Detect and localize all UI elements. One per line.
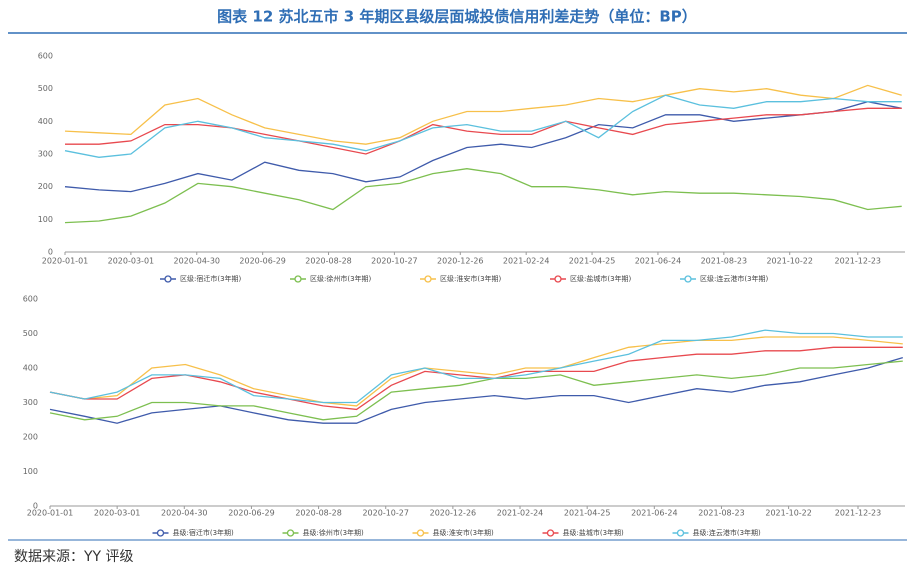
x-tick-label: 2020-01-01 [27, 509, 74, 518]
y-tick-label: 100 [23, 467, 38, 476]
y-tick-label: 500 [23, 329, 38, 338]
x-tick-label: 2020-06-29 [228, 509, 275, 518]
x-tick-label: 2020-01-01 [42, 257, 89, 266]
legend-marker [424, 275, 432, 283]
series-line [49, 329, 903, 404]
x-tick-label: 2020-08-28 [305, 257, 352, 266]
figure-title: 图表 12 苏北五市 3 年期区县级层面城投债信用利差走势（单位：BP） [217, 8, 697, 26]
x-tick-label: 2021-12-23 [835, 509, 882, 518]
y-tick-label: 400 [23, 364, 38, 373]
series-line [64, 84, 902, 145]
x-tick-label: 2020-03-01 [108, 257, 155, 266]
y-tick-label: 300 [38, 150, 53, 159]
series-line [64, 94, 902, 158]
legend-label: 县级:连云港市(3年期) [693, 528, 762, 537]
x-tick-label: 2021-06-24 [631, 509, 678, 518]
series-line [65, 107, 902, 155]
legend-marker [554, 275, 562, 283]
legend-label: 区级:徐州市(3年期) [310, 274, 372, 283]
y-tick-label: 100 [38, 215, 53, 224]
legend-label: 区级:连云港市(3年期) [700, 274, 769, 283]
legend-marker [294, 275, 302, 283]
x-tick-label: 2021-02-24 [503, 257, 550, 266]
y-tick-label: 600 [38, 52, 53, 61]
series-line [64, 101, 902, 193]
legend-marker [164, 275, 172, 283]
legend-label: 区级:盐城市(3年期) [570, 274, 632, 283]
legend-marker [676, 529, 685, 537]
legend-marker [156, 529, 165, 537]
legend-marker [286, 529, 295, 537]
series-line [49, 336, 903, 407]
legend-marker [546, 529, 555, 537]
y-tick-label: 200 [23, 433, 38, 442]
x-tick-label: 2020-08-28 [295, 509, 342, 518]
x-tick-label: 2021-12-23 [835, 257, 882, 266]
x-tick-label: 2021-08-23 [698, 509, 745, 518]
series-line [64, 168, 902, 224]
legend-label: 县级:徐州市(3年期) [303, 528, 365, 537]
x-tick-label: 2021-10-22 [766, 257, 813, 266]
y-tick-label: 0 [33, 502, 38, 511]
x-tick-label: 2020-12-26 [437, 257, 484, 266]
x-tick-label: 2020-04-30 [161, 509, 208, 518]
legend-label: 县级:宿迁市(3年期) [173, 528, 235, 537]
y-tick-label: 600 [23, 295, 38, 304]
y-tick-label: 300 [23, 398, 38, 407]
x-tick-label: 2021-04-25 [564, 509, 611, 518]
x-tick-label: 2021-08-23 [701, 257, 748, 266]
x-tick-label: 2021-04-25 [569, 257, 616, 266]
legend-marker [684, 275, 692, 283]
x-tick-label: 2020-04-30 [174, 257, 221, 266]
x-tick-label: 2020-06-29 [239, 257, 286, 266]
x-tick-label: 2020-03-01 [94, 509, 141, 518]
x-tick-label: 2021-10-22 [765, 509, 812, 518]
x-tick-label: 2021-06-24 [635, 257, 682, 266]
x-tick-label: 2020-10-27 [362, 509, 409, 518]
legend-marker [416, 529, 425, 537]
series-line [49, 360, 903, 421]
source: 数据来源：YY 评级 [14, 549, 134, 565]
legend-label: 县级:盐城市(3年期) [563, 528, 625, 537]
legend-label: 县级:淮安市(3年期) [433, 528, 495, 537]
y-tick-label: 500 [38, 84, 53, 93]
x-tick-label: 2020-12-26 [430, 509, 477, 518]
x-tick-label: 2021-02-24 [497, 509, 544, 518]
legend-label: 区级:宿迁市(3年期) [180, 274, 242, 283]
x-tick-label: 2020-10-27 [371, 257, 418, 266]
y-tick-label: 0 [48, 248, 53, 257]
series-line [49, 356, 903, 424]
y-tick-label: 400 [38, 117, 53, 126]
legend-label: 区级:淮安市(3年期) [440, 274, 502, 283]
y-tick-label: 200 [38, 182, 53, 191]
